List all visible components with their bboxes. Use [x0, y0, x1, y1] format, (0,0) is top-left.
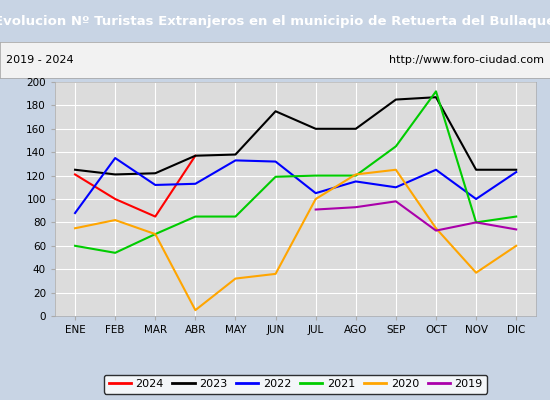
Text: 2019 - 2024: 2019 - 2024	[6, 55, 73, 65]
Text: Evolucion Nº Turistas Extranjeros en el municipio de Retuerta del Bullaque: Evolucion Nº Turistas Extranjeros en el …	[0, 14, 550, 28]
Text: http://www.foro-ciudad.com: http://www.foro-ciudad.com	[389, 55, 544, 65]
Legend: 2024, 2023, 2022, 2021, 2020, 2019: 2024, 2023, 2022, 2021, 2020, 2019	[104, 375, 487, 394]
